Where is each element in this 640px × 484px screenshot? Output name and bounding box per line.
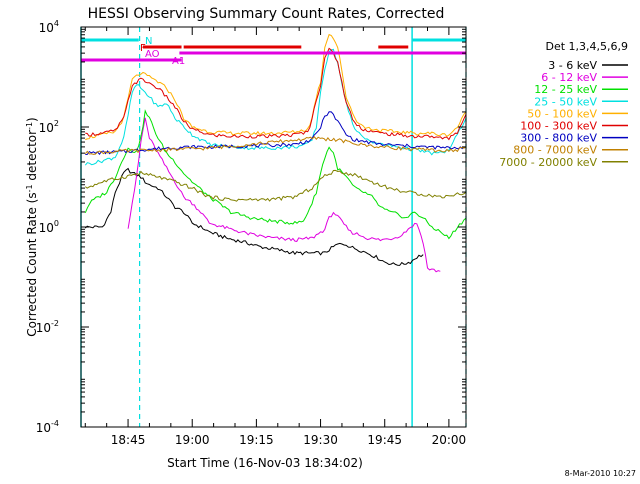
series-line [84,109,467,240]
x-tick-label: 19:30 [303,433,338,447]
y-tick-label: 104 [39,19,59,35]
chart-title: HESSI Observing Summary Count Rates, Cor… [88,6,445,22]
y-tick-exponent: -4 [51,419,59,428]
y-tick-label: 102 [39,119,59,135]
plot-frame [80,26,467,428]
series-line [84,48,467,166]
x-tick-label: 19:45 [367,433,402,447]
y-tick-exponent: -2 [51,319,59,328]
legend-label: 100 - 300 keV [520,120,597,133]
series-line [127,117,441,273]
legend-label: 7000 - 20000 keV [499,156,597,169]
x-tick-label: 19:00 [175,433,210,447]
series-line [84,169,467,202]
state-label: F [140,43,146,54]
state-label: AO [145,49,160,60]
y-axis-title: Corrected Count Rate (s-1 detector-1) [25,117,39,336]
series-line [84,136,467,155]
series-line [85,47,467,141]
y-axis-title-end: ) [25,117,39,122]
footer-date: 8-Mar-2010 10:27 [565,469,636,478]
x-tick-label: 20:00 [432,433,467,447]
x-axis-title: Start Time (16-Nov-03 18:34:02) [167,456,363,470]
legend-label: 50 - 100 keV [527,107,597,120]
legend-title: Det 1,3,4,5,6,9 [545,40,628,53]
state-label: N [145,36,152,47]
y-tick-label: 10-2 [36,319,59,335]
legend-label: 25 - 50 keV [534,95,597,108]
legend-label: 800 - 7000 keV [513,144,597,157]
legend-label: 300 - 800 keV [520,132,597,145]
x-tick-label: 18:45 [111,433,146,447]
legend-label: 6 - 12 keV [541,71,597,84]
legend-label: 3 - 6 keV [548,59,597,72]
y-tick-exponent: 2 [54,119,59,128]
x-tick-label: 19:15 [239,433,274,447]
y-axis-title-main: Corrected Count Rate (s [25,192,39,336]
series-line [84,167,424,266]
y-axis-title-sup1: -1 [25,184,34,192]
y-tick-label: 10-4 [36,419,59,435]
y-tick-exponent: 4 [54,19,59,28]
y-tick-label: 100 [39,219,59,235]
y-axis-title-mid: detector [25,130,39,185]
series-line [85,111,467,156]
legend-label: 12 - 25 keV [534,83,597,96]
y-tick-exponent: 0 [54,219,59,228]
y-axis-title-sup2: -1 [25,122,34,130]
state-label: A1 [172,56,185,67]
